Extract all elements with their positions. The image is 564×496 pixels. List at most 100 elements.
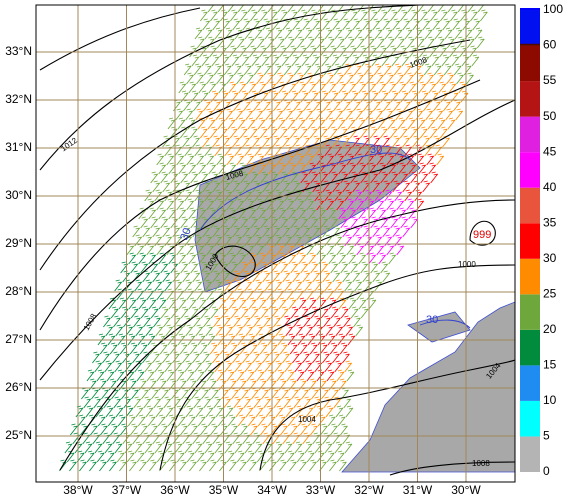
- wind-barb: [273, 396, 282, 409]
- wind-barb: [148, 207, 157, 220]
- wind-barb: [207, 414, 216, 427]
- wind-barb: [290, 306, 299, 319]
- wind-barb: [86, 450, 95, 463]
- wind-barb: [139, 459, 147, 472]
- wind-barb: [200, 9, 208, 22]
- wind-barb: [202, 18, 211, 31]
- wind-barb: [244, 360, 253, 373]
- wind-barb: [327, 414, 336, 427]
- wind-barb: [375, 108, 384, 121]
- wind-barb: [253, 315, 261, 328]
- wind-barb: [175, 108, 184, 121]
- wind-barb: [236, 450, 245, 463]
- wind-barb: [303, 396, 312, 409]
- wind-barb: [195, 108, 204, 121]
- wind-barb: [418, 81, 427, 94]
- wind-barb: [235, 108, 244, 121]
- wind-barb: [284, 279, 293, 292]
- wind-barb: [133, 396, 142, 409]
- wind-barb: [333, 315, 341, 328]
- wind-barb: [94, 441, 103, 454]
- wind-barb: [241, 54, 250, 67]
- wind-barb: [110, 423, 118, 436]
- wind-barb: [300, 171, 309, 184]
- wind-barb: [206, 153, 215, 166]
- wind-barb: [330, 261, 339, 274]
- wind-barb: [97, 414, 106, 427]
- wind-barb: [237, 414, 246, 427]
- wind-barb: [345, 405, 354, 418]
- wind-barb: [322, 135, 330, 148]
- wind-barb: [136, 450, 145, 463]
- wind-barb: [329, 126, 338, 139]
- wind-barb: [295, 108, 304, 121]
- wind-barb: [281, 54, 290, 67]
- wind-barb: [282, 18, 291, 31]
- wind-barb: [242, 351, 250, 364]
- wind-barb: [149, 459, 157, 472]
- wind-barb: [336, 36, 345, 49]
- wind-barb: [115, 324, 124, 337]
- wind-barb: [285, 324, 294, 337]
- wind-barb: [417, 5, 425, 13]
- wind-barb: [290, 423, 298, 436]
- wind-barb: [207, 117, 216, 130]
- wind-barb: [139, 342, 148, 355]
- wind-barb: [166, 198, 175, 211]
- wind-barb: [419, 126, 428, 139]
- wind-barb: [118, 297, 127, 310]
- wind-barb: [196, 198, 205, 211]
- wind-barb: [350, 306, 359, 319]
- wind-barb: [133, 315, 141, 328]
- wind-barb: [304, 441, 313, 454]
- wind-barb: [128, 252, 137, 265]
- wind-barb: [480, 9, 488, 22]
- wind-barb: [154, 360, 163, 373]
- wind-barb: [298, 252, 307, 265]
- wind-barb: [209, 459, 217, 472]
- wind-barb: [200, 216, 209, 229]
- wind-barb: [240, 171, 249, 184]
- colorbar-label: 50: [543, 109, 557, 123]
- wind-barb: [425, 108, 434, 121]
- wind-barb: [309, 342, 318, 355]
- wind-barb: [396, 72, 404, 85]
- wind-barb: [404, 27, 413, 40]
- wind-barb: [324, 27, 333, 40]
- wind-barb: [254, 360, 263, 373]
- wind-barb: [200, 171, 209, 184]
- wind-barb: [144, 279, 153, 292]
- wind-barb: [386, 72, 394, 85]
- wind-barb: [334, 279, 343, 292]
- wind-barb: [105, 324, 114, 337]
- wind-barb: [258, 207, 267, 220]
- wind-barb: [207, 5, 215, 13]
- wind-barb: [242, 18, 251, 31]
- wind-barb: [263, 63, 272, 76]
- wind-barb: [388, 81, 397, 94]
- wind-barb: [244, 441, 253, 454]
- wind-barb: [186, 72, 194, 85]
- wind-barb: [84, 441, 93, 454]
- wind-barb: [452, 18, 461, 31]
- wind-barb: [200, 423, 208, 436]
- wind-barb: [195, 324, 204, 337]
- wind-barb: [203, 396, 212, 409]
- wind-barb: [330, 9, 338, 22]
- wind-barb: [286, 198, 295, 211]
- wind-barb: [246, 36, 255, 49]
- wind-barb: [148, 252, 157, 265]
- wind-barb: [276, 72, 284, 85]
- wind-barb: [454, 27, 463, 40]
- wind-barb: [238, 162, 247, 175]
- wind-barb: [389, 126, 398, 139]
- wind-barb: [300, 261, 309, 274]
- wind-barb: [217, 5, 225, 13]
- wind-barb: [320, 216, 329, 229]
- latitude-label: 28°N: [5, 284, 32, 298]
- wind-barb: [370, 171, 379, 184]
- latitude-label: 29°N: [5, 236, 32, 250]
- colorbar-segment: [520, 8, 540, 10]
- wind-barb: [226, 153, 235, 166]
